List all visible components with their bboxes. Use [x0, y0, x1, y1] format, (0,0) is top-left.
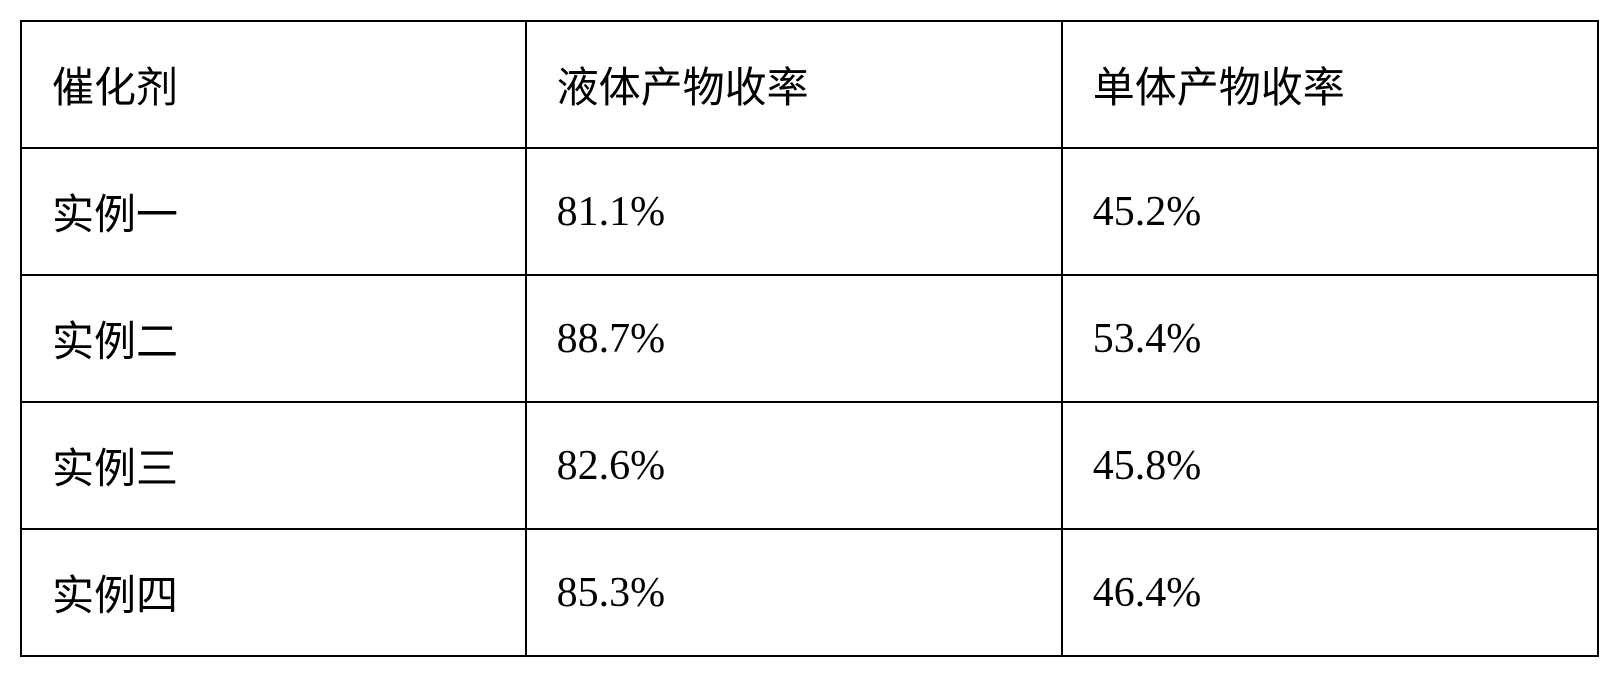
- cell-value: 53.4%: [1093, 316, 1202, 362]
- cell-value: 45.8%: [1093, 443, 1202, 489]
- header-label: 催化剂: [52, 66, 178, 112]
- table-row: 实例三 82.6% 45.8%: [21, 402, 1598, 529]
- table-header-cell: 液体产物收率: [526, 21, 1062, 148]
- header-label: 单体产物收率: [1093, 66, 1345, 112]
- table-cell: 实例三: [21, 402, 526, 529]
- table-row: 实例一 81.1% 45.2%: [21, 148, 1598, 275]
- table-header-row: 催化剂 液体产物收率 单体产物收率: [21, 21, 1598, 148]
- cell-value: 82.6%: [557, 443, 666, 489]
- table-cell: 实例一: [21, 148, 526, 275]
- cell-value: 46.4%: [1093, 570, 1202, 616]
- table-header-cell: 催化剂: [21, 21, 526, 148]
- data-table: 催化剂 液体产物收率 单体产物收率 实例一 81.1% 45.2% 实例二 88…: [20, 20, 1599, 657]
- table-cell: 53.4%: [1062, 275, 1598, 402]
- table-cell: 46.4%: [1062, 529, 1598, 656]
- table-row: 实例四 85.3% 46.4%: [21, 529, 1598, 656]
- table-cell: 81.1%: [526, 148, 1062, 275]
- row-label: 实例一: [52, 193, 178, 239]
- table-cell: 88.7%: [526, 275, 1062, 402]
- row-label: 实例四: [52, 574, 178, 620]
- header-label: 液体产物收率: [557, 66, 809, 112]
- table-cell: 45.8%: [1062, 402, 1598, 529]
- table-cell: 45.2%: [1062, 148, 1598, 275]
- table-cell: 82.6%: [526, 402, 1062, 529]
- table-cell: 实例四: [21, 529, 526, 656]
- cell-value: 88.7%: [557, 316, 666, 362]
- cell-value: 81.1%: [557, 189, 666, 235]
- table-cell: 实例二: [21, 275, 526, 402]
- table-row: 实例二 88.7% 53.4%: [21, 275, 1598, 402]
- row-label: 实例二: [52, 320, 178, 366]
- cell-value: 45.2%: [1093, 189, 1202, 235]
- table-header-cell: 单体产物收率: [1062, 21, 1598, 148]
- table-cell: 85.3%: [526, 529, 1062, 656]
- row-label: 实例三: [52, 447, 178, 493]
- cell-value: 85.3%: [557, 570, 666, 616]
